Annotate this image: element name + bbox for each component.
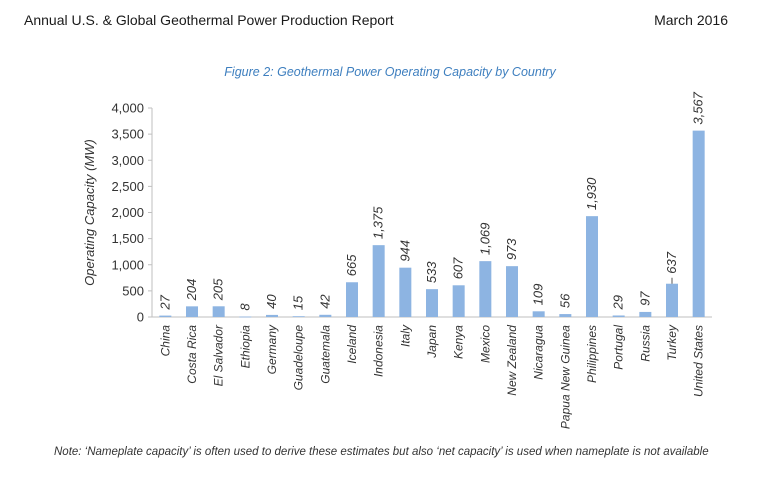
x-tick-label: El Salvador xyxy=(212,324,226,386)
bar xyxy=(319,314,332,317)
bar xyxy=(346,282,358,317)
chart-title: Figure 2: Geothermal Power Operating Cap… xyxy=(224,65,556,79)
data-label: 1,375 xyxy=(371,206,386,239)
y-tick-label: 0 xyxy=(137,310,144,325)
bar xyxy=(159,315,172,317)
x-tick-label: United States xyxy=(692,325,706,397)
data-label: 205 xyxy=(211,278,226,301)
x-tick-label: Italy xyxy=(398,324,412,347)
y-tick-label: 3,000 xyxy=(111,153,144,168)
x-tick-label: China xyxy=(158,325,172,357)
bar xyxy=(692,130,705,317)
bar xyxy=(639,311,652,317)
bar xyxy=(239,316,252,318)
data-label: 56 xyxy=(557,293,572,308)
data-label: 1,930 xyxy=(584,177,599,210)
y-tick-label: 4,000 xyxy=(111,101,144,116)
data-label: 27 xyxy=(157,294,172,310)
x-tick-label: Turkey xyxy=(665,324,679,361)
data-label: 944 xyxy=(397,240,412,262)
data-label: 42 xyxy=(317,294,332,309)
bar xyxy=(532,311,545,317)
data-label: 109 xyxy=(531,284,546,306)
data-label: 8 xyxy=(237,303,252,311)
report-date: March 2016 xyxy=(654,12,728,28)
bar xyxy=(479,261,492,317)
data-label: 15 xyxy=(291,295,306,310)
data-label: 533 xyxy=(424,261,439,283)
bar xyxy=(426,289,438,317)
x-tick-label: Portugal xyxy=(612,325,626,370)
y-tick-label: 3,500 xyxy=(111,127,144,142)
bar xyxy=(292,316,305,318)
x-tick-label: Ethiopia xyxy=(238,325,252,369)
y-tick-label: 1,000 xyxy=(111,257,144,272)
y-tick-label: 500 xyxy=(122,283,144,298)
data-label: 665 xyxy=(344,254,359,276)
x-tick-label: Kenya xyxy=(452,325,466,359)
data-label: 637 xyxy=(664,251,679,273)
bar xyxy=(506,266,518,317)
x-tick-label: Germany xyxy=(265,324,279,374)
x-tick-label: Japan xyxy=(425,325,439,359)
bar xyxy=(452,285,465,317)
x-tick-label: Nicaragua xyxy=(532,325,546,380)
data-label: 973 xyxy=(504,238,519,260)
bar xyxy=(186,306,198,317)
data-label: 607 xyxy=(451,257,466,279)
data-label: 40 xyxy=(264,294,279,309)
data-label: 1,069 xyxy=(477,223,492,256)
y-tick-label: 2,000 xyxy=(111,205,144,220)
bar xyxy=(666,283,678,317)
data-label: 204 xyxy=(184,279,199,302)
x-tick-label: New Zealand xyxy=(505,325,519,396)
x-tick-label: Iceland xyxy=(345,325,359,364)
y-tick-label: 1,500 xyxy=(111,231,144,246)
bar xyxy=(586,216,598,317)
footnote: Note: ‘Nameplate capacity’ is often used… xyxy=(54,446,709,458)
x-tick-label: Russia xyxy=(638,325,652,362)
x-tick-label: Philippines xyxy=(585,325,599,383)
bar xyxy=(559,314,572,317)
report-title: Annual U.S. & Global Geothermal Power Pr… xyxy=(24,12,394,28)
data-label: 29 xyxy=(611,295,626,310)
x-tick-label: Indonesia xyxy=(372,325,386,377)
bar xyxy=(266,314,278,317)
bar xyxy=(372,245,385,317)
x-tick-label: Costa Rica xyxy=(185,325,199,384)
x-tick-label: Mexico xyxy=(478,325,492,363)
data-label: 97 xyxy=(637,291,652,306)
bar xyxy=(399,267,412,317)
x-tick-label: Papua New Guinea xyxy=(558,325,572,429)
data-label: 3,567 xyxy=(691,91,706,124)
bar xyxy=(612,315,625,317)
y-axis-label: Operating Capacity (MW) xyxy=(82,139,97,286)
x-tick-label: Guadeloupe xyxy=(292,325,306,391)
y-tick-label: 2,500 xyxy=(111,179,144,194)
x-tick-label: Guatemala xyxy=(318,325,332,384)
bar xyxy=(212,306,225,317)
